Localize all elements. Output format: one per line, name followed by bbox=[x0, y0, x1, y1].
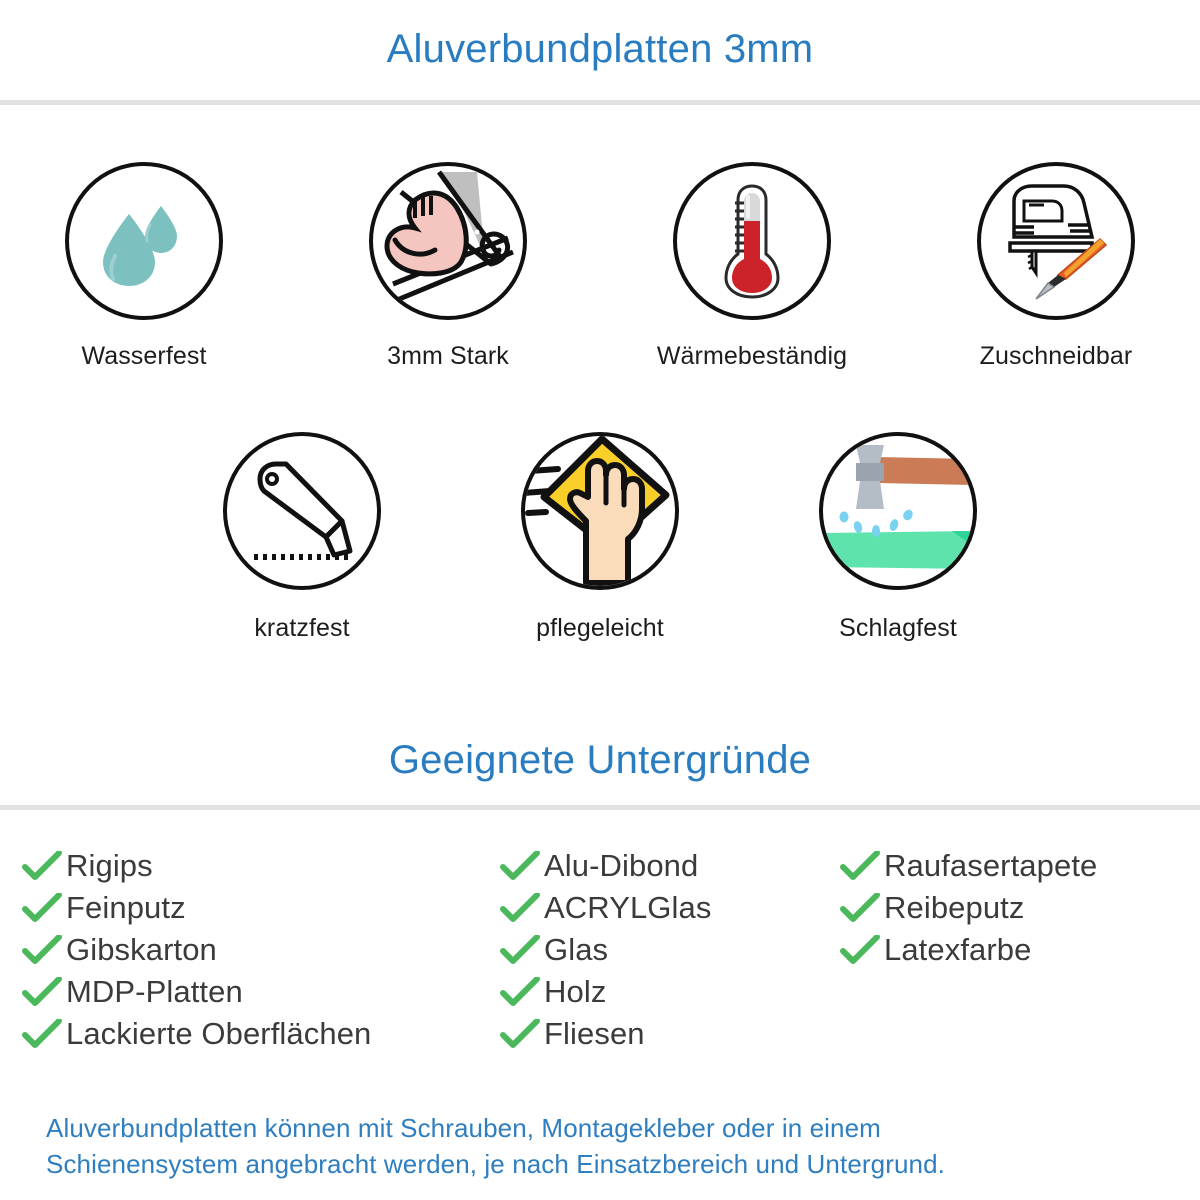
check-icon bbox=[500, 891, 544, 925]
list-item: MDP-Platten bbox=[22, 971, 500, 1013]
flexed-bicep-icon bbox=[373, 166, 523, 316]
list-item: Latexfarbe bbox=[840, 929, 1180, 971]
feature-label: Zuschneidbar bbox=[979, 342, 1133, 370]
list-item-label: Rigips bbox=[66, 848, 153, 883]
check-icon bbox=[22, 849, 66, 883]
list-item-label: Raufasertapete bbox=[884, 848, 1098, 883]
list-item: Rigips bbox=[22, 845, 500, 887]
list-item: Feinputz bbox=[22, 887, 500, 929]
check-icon bbox=[500, 975, 544, 1009]
divider-top bbox=[0, 100, 1200, 105]
list-item: Lackierte Oberflächen bbox=[22, 1013, 500, 1055]
hand-wiping-cloth-icon bbox=[525, 436, 675, 586]
list-item: Reibeputz bbox=[840, 887, 1180, 929]
list-item-label: ACRYLGlas bbox=[544, 890, 712, 925]
hammer-impact-icon bbox=[823, 436, 973, 586]
divider-middle bbox=[0, 805, 1200, 810]
checklist-column-2: Alu-Dibond ACRYLGlas Glas Holz bbox=[500, 845, 840, 1055]
list-item: Holz bbox=[500, 971, 840, 1013]
check-icon bbox=[500, 849, 544, 883]
footer-line-2: Schienensystem angebracht werden, je nac… bbox=[46, 1149, 945, 1180]
list-item: Alu-Dibond bbox=[500, 845, 840, 887]
feature-icon-circle bbox=[223, 432, 381, 590]
feature-icon-circle bbox=[65, 162, 223, 320]
page-title-band: Aluverbundplatten 3mm bbox=[0, 26, 1200, 72]
jigsaw-cutter-icon bbox=[996, 181, 1116, 301]
section-heading-band: Geeignete Untergründe bbox=[0, 737, 1200, 783]
list-item-label: Fliesen bbox=[544, 1016, 645, 1051]
check-icon bbox=[22, 891, 66, 925]
checklist-column-1: Rigips Feinputz Gibskarton MDP-Platten bbox=[22, 845, 500, 1055]
checklist-column-3: Raufasertapete Reibeputz Latexfarbe bbox=[840, 845, 1180, 971]
feature-label: Wärmebeständig bbox=[656, 342, 848, 370]
feature-row-1: Wasserfest bbox=[0, 162, 1200, 371]
check-icon bbox=[840, 933, 884, 967]
check-icon bbox=[22, 1017, 66, 1051]
feature-icon-circle bbox=[819, 432, 977, 590]
list-item: Glas bbox=[500, 929, 840, 971]
check-icon bbox=[22, 975, 66, 1009]
list-item-label: MDP-Platten bbox=[66, 974, 243, 1009]
feature-schlagfest: Schlagfest bbox=[805, 432, 991, 643]
feature-icon-circle bbox=[521, 432, 679, 590]
feature-label: kratzfest bbox=[254, 614, 350, 642]
feature-icon-circle bbox=[977, 162, 1135, 320]
feature-zuschneidbar: Zuschneidbar bbox=[963, 162, 1149, 371]
feature-wasserfest: Wasserfest bbox=[51, 162, 237, 371]
section-heading: Geeignete Untergründe bbox=[388, 738, 812, 782]
list-item: Fliesen bbox=[500, 1013, 840, 1055]
feature-label: Wasserfest bbox=[81, 342, 207, 370]
list-item-label: Latexfarbe bbox=[884, 932, 1032, 967]
feature-kratzfest: kratzfest bbox=[209, 432, 395, 643]
feature-icon-circle bbox=[369, 162, 527, 320]
list-item-label: Holz bbox=[544, 974, 607, 1009]
suitable-substrates-list: Rigips Feinputz Gibskarton MDP-Platten bbox=[22, 845, 1182, 1055]
footer-line-1: Aluverbundplatten können mit Schrauben, … bbox=[46, 1113, 881, 1143]
check-icon bbox=[840, 891, 884, 925]
footer-note: Aluverbundplatten können mit Schrauben, … bbox=[46, 1110, 1166, 1183]
thermometer-icon bbox=[717, 181, 787, 301]
check-icon bbox=[500, 933, 544, 967]
list-item-label: Reibeputz bbox=[884, 890, 1025, 925]
feature-label: 3mm Stark bbox=[387, 342, 509, 370]
list-item-label: Feinputz bbox=[66, 890, 186, 925]
list-item: Raufasertapete bbox=[840, 845, 1180, 887]
list-item-label: Glas bbox=[544, 932, 609, 967]
page-title: Aluverbundplatten 3mm bbox=[386, 27, 814, 71]
check-icon bbox=[22, 933, 66, 967]
list-item: ACRYLGlas bbox=[500, 887, 840, 929]
feature-row-2: kratzfest bbox=[0, 432, 1200, 643]
list-item-label: Gibskarton bbox=[66, 932, 217, 967]
feature-pflegeleicht: pflegeleicht bbox=[507, 432, 693, 643]
feature-label: Schlagfest bbox=[839, 614, 957, 642]
water-drops-icon bbox=[89, 186, 199, 296]
feature-label: pflegeleicht bbox=[536, 614, 664, 642]
check-icon bbox=[840, 849, 884, 883]
list-item: Gibskarton bbox=[22, 929, 500, 971]
cutter-knife-icon bbox=[242, 451, 362, 571]
feature-3mm-stark: 3mm Stark bbox=[355, 162, 541, 371]
list-item-label: Lackierte Oberflächen bbox=[66, 1016, 372, 1051]
feature-waermebestaendig: Wärmebeständig bbox=[656, 162, 848, 371]
list-item-label: Alu-Dibond bbox=[544, 848, 699, 883]
check-icon bbox=[500, 1017, 544, 1051]
feature-icon-circle bbox=[673, 162, 831, 320]
